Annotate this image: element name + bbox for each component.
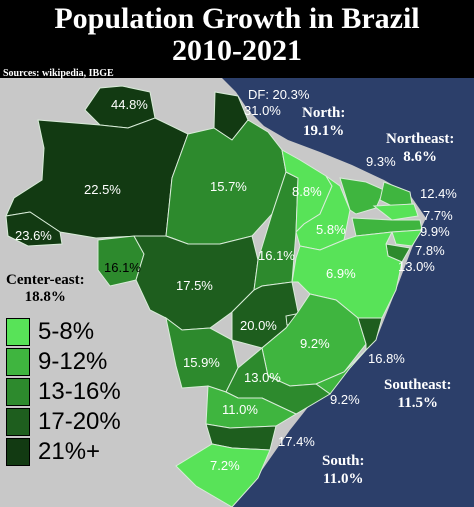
- label-sp: 13.0%: [244, 370, 281, 385]
- legend-swatch-9-12: [6, 348, 30, 376]
- legend-label-9-12: 9-12%: [38, 348, 108, 375]
- label-es: 16.8%: [368, 351, 405, 366]
- region-south-name: South:: [322, 453, 365, 469]
- state-paraiba: [372, 203, 419, 221]
- state-bahia: [291, 231, 403, 319]
- label-amazonas: 22.5%: [84, 182, 121, 197]
- region-north-name: North:: [302, 105, 346, 121]
- state-amazonas: [5, 117, 189, 239]
- label-maranhao: 8.8%: [292, 184, 322, 199]
- label-roraima: 44.8%: [111, 97, 148, 112]
- label-acre: 23.6%: [15, 228, 52, 243]
- legend-swatch-5-8: [6, 318, 30, 346]
- label-rn: 12.4%: [420, 186, 457, 201]
- region-northeast-name: Northeast:: [386, 131, 455, 147]
- legend-swatch-17-20: [6, 408, 30, 436]
- label-piaui: 5.8%: [316, 222, 346, 237]
- label-minas: 9.2%: [300, 336, 330, 351]
- region-northeast: Northeast: 8.6%: [386, 130, 454, 166]
- label-rs: 7.2%: [210, 458, 240, 473]
- label-bahia: 6.9%: [326, 266, 356, 281]
- legend-swatch-21-plus: [6, 438, 30, 466]
- region-southeast-name: Southeast:: [384, 377, 452, 393]
- region-northeast-value: 8.6%: [403, 149, 438, 165]
- region-north-value: 19.1%: [303, 123, 345, 139]
- legend-label-5-8: 5-8%: [38, 318, 95, 345]
- label-sergipe: 13.0%: [398, 259, 435, 274]
- label-parana: 11.0%: [222, 402, 258, 417]
- legend-label-17-20: 17-20%: [38, 408, 121, 435]
- region-center-east-value: 18.8%: [24, 289, 66, 305]
- label-sc: 17.4%: [278, 434, 315, 449]
- legend-label-13-16: 13-16%: [38, 378, 121, 405]
- map-subtitle: 2010-2021: [172, 34, 302, 67]
- region-center-east: Center-east: 18.8%: [6, 272, 85, 306]
- source-note: Sources: wikipedia, IBGE: [3, 68, 114, 79]
- title-bar: Population Growth in Brazil 2010-2021 So…: [0, 0, 474, 79]
- atlantic-ocean: [222, 78, 474, 507]
- legend-label-21-plus: 21%+: [38, 438, 101, 465]
- state-espirito-santo: [357, 317, 383, 352]
- label-ms: 15.9%: [183, 355, 220, 370]
- label-ceara: 9.3%: [366, 154, 396, 169]
- label-pernambuco: 9.9%: [420, 224, 450, 239]
- label-rondonia: 16.1%: [104, 260, 141, 275]
- region-center-east-name: Center-east:: [6, 272, 85, 288]
- label-tocantins: 16.1%: [258, 248, 295, 263]
- label-mato-grosso: 17.5%: [176, 278, 213, 293]
- label-rj: 9.2%: [330, 392, 360, 407]
- state-rio-grande-do-sul: [175, 443, 271, 507]
- state-acre: [5, 211, 63, 247]
- region-south: South: 11.0%: [322, 452, 365, 488]
- label-paraiba: 7.7%: [423, 208, 453, 223]
- region-southeast-value: 11.5%: [397, 395, 438, 411]
- region-north: North: 19.1%: [302, 104, 345, 140]
- state-alagoas: [391, 229, 423, 247]
- label-amapa: 31.0%: [244, 103, 281, 118]
- map-title: Population Growth in Brazil: [54, 2, 420, 35]
- region-south-value: 11.0%: [323, 471, 364, 487]
- label-alagoas: 7.8%: [415, 243, 445, 258]
- legend-swatch-13-16: [6, 378, 30, 406]
- label-para: 15.7%: [210, 179, 247, 194]
- region-southeast: Southeast: 11.5%: [384, 376, 452, 412]
- label-df: DF: 20.3%: [248, 87, 310, 102]
- label-goias: 20.0%: [240, 318, 277, 333]
